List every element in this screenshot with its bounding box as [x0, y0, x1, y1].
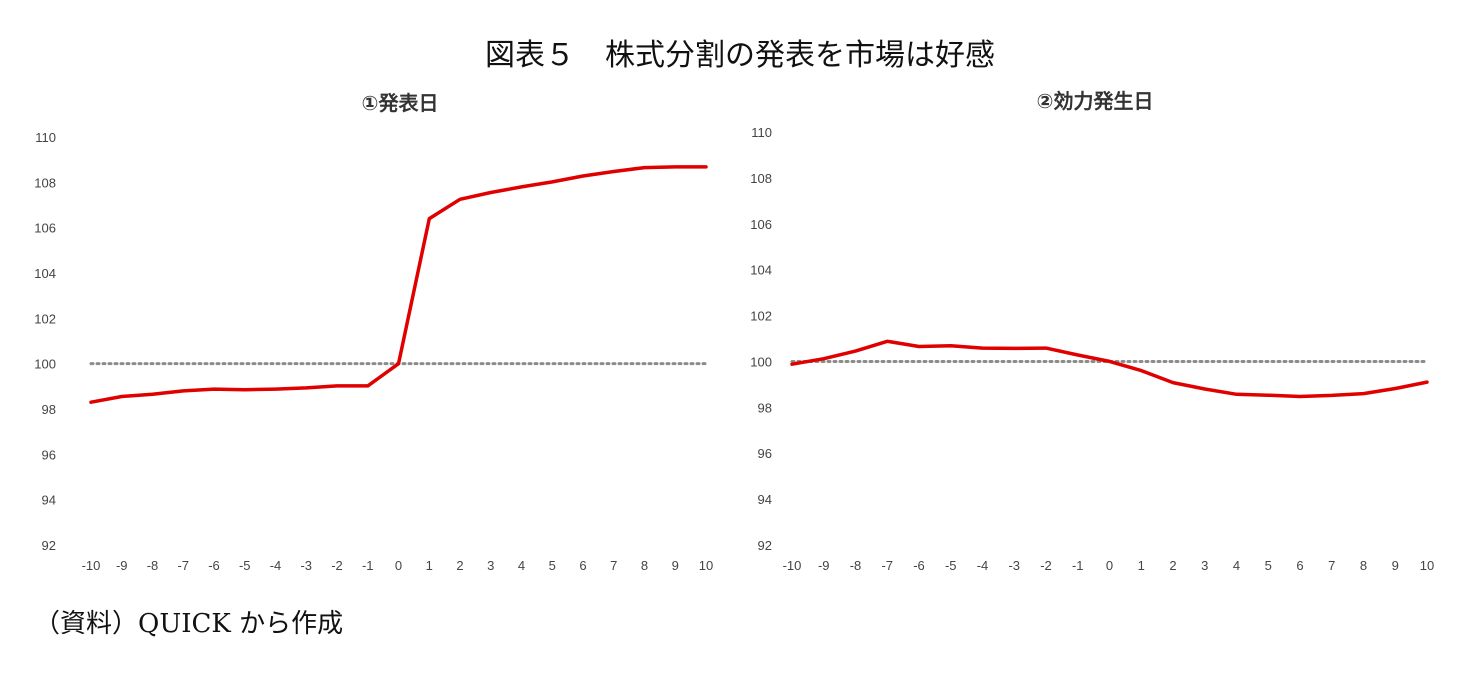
- x-tick-label: 10: [1420, 558, 1434, 573]
- series-line: [89, 165, 708, 404]
- x-tick-label: 4: [1233, 558, 1240, 573]
- x-tick-label: 5: [1265, 558, 1272, 573]
- x-tick-label: -8: [147, 558, 159, 573]
- x-tick-label: 6: [579, 558, 586, 573]
- x-tick-label: -4: [977, 558, 989, 573]
- y-tick-label: 106: [750, 217, 772, 232]
- y-tick-label: 92: [42, 538, 56, 553]
- x-tick-label: 3: [1201, 558, 1208, 573]
- x-tick-label: 7: [1328, 558, 1335, 573]
- x-tick-label: -5: [945, 558, 957, 573]
- x-tick-label: -7: [177, 558, 189, 573]
- x-tick-label: 1: [1138, 558, 1145, 573]
- y-tick-label: 100: [34, 357, 56, 372]
- series-line: [790, 339, 1429, 399]
- x-tick-label: -9: [818, 558, 830, 573]
- x-tick-label: 3: [487, 558, 494, 573]
- x-tick-label: 2: [1169, 558, 1176, 573]
- y-tick-label: 98: [758, 400, 772, 415]
- x-tick-label: 1: [426, 558, 433, 573]
- x-tick-label: -2: [1040, 558, 1052, 573]
- x-tick-label: -10: [783, 558, 802, 573]
- chart-title: ①発表日: [362, 91, 439, 115]
- y-tick-label: 102: [750, 309, 772, 324]
- y-tick-label: 96: [42, 447, 56, 462]
- x-tick-label: -8: [850, 558, 862, 573]
- y-tick-label: 104: [750, 263, 772, 278]
- figure-title: 図表５ 株式分割の発表を市場は好感: [485, 38, 995, 73]
- x-tick-label: 2: [456, 558, 463, 573]
- x-tick-label: -1: [362, 558, 374, 573]
- x-tick-label: 9: [672, 558, 679, 573]
- source-note: （資料）QUICK から作成: [34, 609, 344, 639]
- y-tick-label: 110: [35, 130, 56, 145]
- y-tick-label: 104: [34, 266, 56, 281]
- x-tick-label: 4: [518, 558, 525, 573]
- x-tick-label: -4: [270, 558, 282, 573]
- x-tick-label: -3: [300, 558, 312, 573]
- x-tick-label: 6: [1296, 558, 1303, 573]
- x-tick-label: -3: [1008, 558, 1020, 573]
- x-tick-label: -9: [116, 558, 128, 573]
- y-tick-label: 92: [758, 538, 772, 553]
- y-tick-label: 94: [758, 492, 772, 507]
- y-tick-label: 110: [751, 125, 772, 140]
- y-tick-label: 102: [34, 311, 56, 326]
- x-tick-label: 0: [1106, 558, 1113, 573]
- y-tick-label: 100: [750, 354, 772, 369]
- x-tick-label: -6: [208, 558, 220, 573]
- y-tick-label: 108: [34, 175, 56, 190]
- x-tick-label: -7: [881, 558, 893, 573]
- y-tick-label: 96: [758, 446, 772, 461]
- x-tick-label: -6: [913, 558, 925, 573]
- x-tick-label: -1: [1072, 558, 1084, 573]
- y-tick-label: 94: [42, 493, 56, 508]
- x-tick-label: -5: [239, 558, 251, 573]
- y-tick-label: 106: [34, 221, 56, 236]
- x-tick-label: 7: [610, 558, 617, 573]
- y-tick-label: 108: [750, 171, 772, 186]
- x-tick-label: -2: [331, 558, 343, 573]
- chart-title: ②効力発生日: [1037, 89, 1154, 113]
- x-tick-label: -10: [82, 558, 101, 573]
- x-tick-label: 5: [549, 558, 556, 573]
- x-tick-label: 9: [1392, 558, 1399, 573]
- x-tick-label: 8: [1360, 558, 1367, 573]
- x-tick-label: 0: [395, 558, 402, 573]
- y-tick-label: 98: [42, 402, 56, 417]
- x-tick-label: 8: [641, 558, 648, 573]
- x-tick-label: 10: [699, 558, 713, 573]
